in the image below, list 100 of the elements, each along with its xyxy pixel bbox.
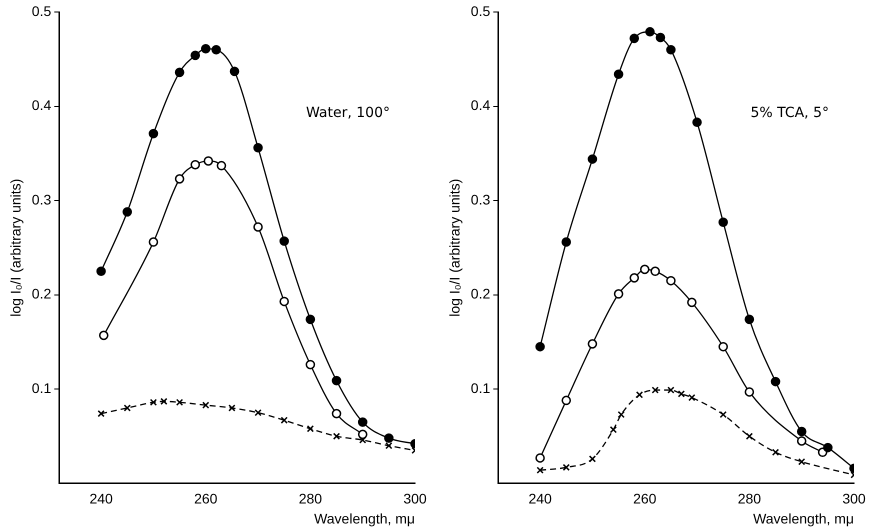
point bbox=[279, 236, 289, 246]
point bbox=[720, 410, 727, 418]
point bbox=[536, 466, 544, 474]
x-tick-label: 240 bbox=[528, 490, 552, 507]
point bbox=[718, 342, 728, 352]
point bbox=[253, 222, 263, 232]
point bbox=[535, 453, 545, 463]
point bbox=[630, 34, 640, 44]
point bbox=[202, 402, 210, 409]
point bbox=[385, 442, 392, 450]
x-tick-label: 280 bbox=[298, 490, 322, 507]
point bbox=[124, 404, 131, 412]
point bbox=[636, 391, 644, 398]
point bbox=[588, 455, 596, 462]
point bbox=[253, 143, 263, 153]
y-tick-label: 0.4 bbox=[32, 97, 52, 114]
point bbox=[332, 376, 342, 386]
point bbox=[358, 430, 368, 440]
point bbox=[211, 44, 221, 54]
y-tick-label: 0.5 bbox=[32, 2, 52, 19]
point bbox=[228, 404, 236, 412]
x-tick-label: 300 bbox=[842, 490, 866, 507]
x-tick-label: 240 bbox=[89, 490, 114, 507]
point bbox=[176, 398, 184, 406]
y-tick-label: 0.3 bbox=[470, 191, 490, 208]
point bbox=[148, 237, 158, 247]
y-axis-title: log I₀/I (arbitrary units) bbox=[7, 178, 24, 317]
point bbox=[718, 217, 728, 227]
point bbox=[614, 289, 624, 299]
point bbox=[190, 160, 200, 170]
y-tick-label: 0.5 bbox=[470, 2, 490, 19]
point bbox=[190, 50, 200, 60]
point bbox=[358, 417, 368, 427]
point bbox=[200, 44, 210, 54]
point bbox=[98, 410, 105, 418]
point bbox=[796, 426, 806, 436]
x-tick-label: 260 bbox=[633, 490, 657, 507]
annotation: Water, 100° bbox=[306, 105, 390, 121]
point bbox=[667, 386, 674, 394]
x-axis-title: Wavelength, mμ bbox=[753, 510, 854, 526]
point bbox=[692, 118, 702, 128]
point bbox=[618, 410, 625, 418]
point bbox=[96, 266, 106, 276]
point bbox=[562, 464, 570, 471]
y-tick-label: 0.1 bbox=[470, 380, 490, 396]
point bbox=[148, 128, 158, 138]
point bbox=[588, 339, 598, 349]
point bbox=[204, 156, 214, 166]
x-axis-title: Wavelength, mμ bbox=[314, 510, 415, 526]
point bbox=[798, 458, 806, 466]
point bbox=[306, 314, 316, 324]
point bbox=[98, 330, 108, 340]
point bbox=[254, 409, 262, 416]
annotation: 5% TCA, 5° bbox=[750, 105, 829, 121]
point bbox=[650, 266, 660, 276]
point bbox=[562, 396, 572, 406]
point bbox=[160, 398, 168, 405]
y-tick-label: 0.3 bbox=[32, 191, 52, 208]
point bbox=[332, 432, 340, 440]
point bbox=[216, 160, 226, 170]
point bbox=[332, 408, 342, 418]
point bbox=[174, 68, 184, 78]
point bbox=[687, 298, 697, 308]
point bbox=[656, 32, 666, 42]
point bbox=[279, 296, 289, 306]
y-tick-label: 0.4 bbox=[470, 97, 490, 114]
point bbox=[666, 276, 676, 286]
point bbox=[588, 154, 598, 164]
point bbox=[640, 264, 650, 274]
point bbox=[744, 314, 754, 324]
point bbox=[666, 44, 676, 54]
point bbox=[744, 387, 754, 397]
point bbox=[122, 207, 132, 217]
point bbox=[230, 66, 240, 76]
point bbox=[535, 342, 545, 352]
point bbox=[688, 394, 696, 402]
x-tick-label: 280 bbox=[738, 490, 762, 507]
y-tick-label: 0.2 bbox=[32, 286, 52, 302]
point bbox=[645, 27, 655, 37]
point bbox=[796, 436, 806, 446]
point bbox=[150, 398, 158, 406]
y-tick-label: 0.1 bbox=[32, 380, 52, 396]
point bbox=[174, 174, 184, 184]
x-tick-label: 260 bbox=[194, 490, 218, 507]
point bbox=[823, 442, 833, 452]
point bbox=[772, 448, 780, 456]
point bbox=[306, 425, 314, 432]
point bbox=[630, 273, 640, 283]
x-tick-label: 300 bbox=[403, 490, 427, 507]
point bbox=[384, 433, 394, 443]
point bbox=[614, 69, 624, 79]
point bbox=[652, 386, 659, 394]
point bbox=[678, 390, 685, 398]
point bbox=[770, 376, 780, 386]
point bbox=[562, 237, 572, 247]
point bbox=[306, 360, 316, 370]
y-tick-label: 0.2 bbox=[470, 286, 490, 302]
point bbox=[280, 416, 288, 424]
y-axis-title: log I₀/I (arbitrary units) bbox=[446, 178, 462, 317]
point bbox=[610, 426, 617, 434]
